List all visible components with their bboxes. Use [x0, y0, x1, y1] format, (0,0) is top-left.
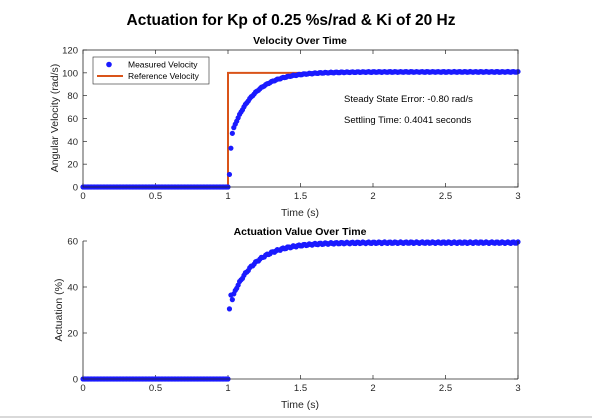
x-tick-label: 1 [225, 191, 230, 202]
actuation-plot-title: Actuation Value Over Time [234, 226, 367, 238]
y-tick-label: 120 [62, 46, 78, 57]
x-tick-label: 1.5 [294, 383, 307, 394]
x-tick-label: 3 [515, 383, 520, 394]
figure-title: Actuation for Kp of 0.25 %s/rad & Ki of … [127, 12, 456, 29]
actuation-x-axis-label: Time (s) [281, 399, 319, 411]
settling-time-annotation: Settling Time: 0.4041 seconds [344, 115, 472, 126]
y-tick-label: 100 [62, 68, 78, 79]
x-tick-label: 2 [370, 191, 375, 202]
measured-velocity-point [228, 145, 234, 151]
actuation-plot: Actuation Value Over Time 0 0.5 1 1.5 2 2.5 3 0… [53, 226, 521, 411]
velocity-plot-frame [82, 49, 519, 188]
legend-measured-marker [106, 61, 112, 68]
legend-measured-label: Measured Velocity [128, 60, 198, 70]
steady-state-error-annotation: Steady State Error: -0.80 rad/s [344, 94, 473, 105]
legend-reference-label: Reference Velocity [128, 71, 200, 81]
x-tick-label: 1 [225, 383, 230, 394]
y-tick-label: 40 [67, 137, 78, 148]
x-tick-label: 0 [80, 383, 85, 394]
y-tick-label: 0 [73, 183, 78, 194]
velocity-x-axis-label: Time (s) [281, 207, 319, 219]
actuation-plot-area [83, 241, 518, 379]
velocity-legend: Measured Velocity Reference Velocity [92, 56, 210, 85]
y-tick-label: 60 [67, 237, 78, 248]
x-tick-label: 0.5 [149, 191, 162, 202]
x-tick-label: 0.5 [149, 383, 162, 394]
x-tick-label: 2.5 [439, 383, 452, 394]
velocity-y-axis-label: Angular Velocity (rad/s) [49, 64, 61, 173]
y-tick-label: 0 [73, 375, 78, 386]
actuation-point [226, 306, 233, 312]
y-tick-label: 20 [67, 160, 78, 171]
legend-box [92, 56, 210, 85]
velocity-plot-title: Velocity Over Time [253, 35, 347, 47]
x-tick-label: 1.5 [294, 191, 307, 202]
measured-velocity-point [229, 130, 235, 136]
actuation-y-axis-label: Actuation (%) [53, 278, 65, 341]
x-tick-label: 2.5 [439, 191, 452, 202]
actuation-plot-axes [82, 241, 519, 380]
window-bottom-border [0, 416, 592, 418]
velocity-plot: Velocity Over Time 0 0.5 1 1.5 2 2.5 3 0 20 40 60 8… [49, 35, 521, 219]
x-tick-label: 3 [515, 191, 520, 202]
y-tick-label: 60 [67, 114, 78, 125]
y-tick-label: 20 [67, 329, 78, 340]
actuation-point [229, 297, 235, 303]
x-tick-label: 2 [370, 383, 375, 394]
y-tick-label: 80 [67, 91, 78, 102]
measured-velocity-point [226, 171, 233, 178]
y-tick-label: 40 [67, 283, 78, 294]
x-tick-label: 0 [80, 191, 85, 202]
